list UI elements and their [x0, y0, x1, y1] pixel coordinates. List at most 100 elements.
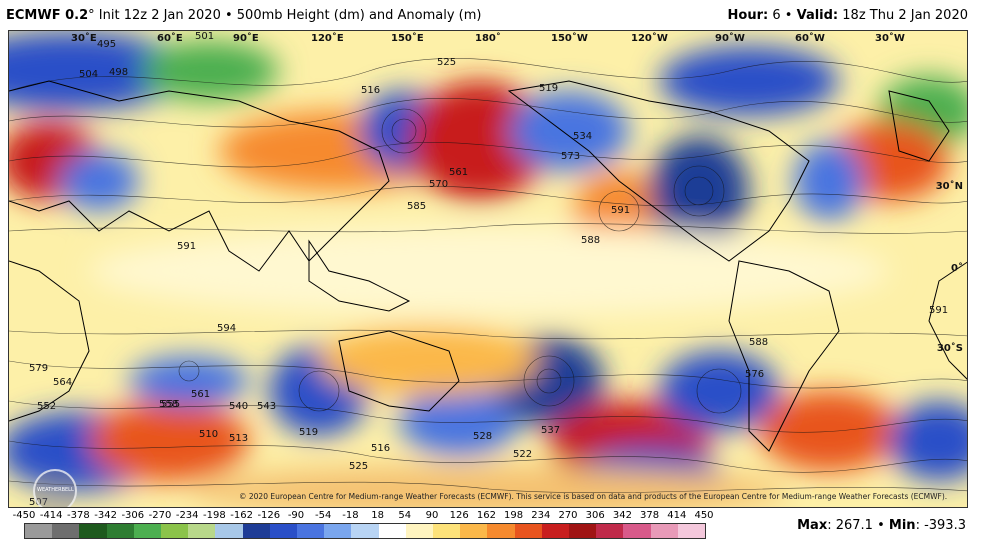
- scale-swatch: [242, 524, 270, 538]
- scale-swatch: [269, 524, 298, 538]
- max-label: Max: [797, 518, 828, 533]
- contour-label: 498: [109, 67, 129, 78]
- contour-label: 561: [449, 167, 469, 178]
- scale-tick-label: -198: [203, 510, 226, 521]
- scale-swatch: [650, 524, 678, 538]
- scale-swatch: [541, 524, 570, 538]
- contour-label: 543: [257, 401, 277, 412]
- contour-label: 591: [929, 305, 949, 316]
- scale-swatch: [215, 524, 243, 538]
- scale-ticks: -450 -414 -378 -342 -306 -270 -234 -198 -162 -126…: [13, 510, 714, 522]
- lon-label-30e: 30˚E: [71, 33, 97, 44]
- chart-title: ECMWF 0.2° Init 12z 2 Jan 2020 • 500mb H…: [6, 8, 482, 23]
- scale-swatch: [106, 524, 134, 538]
- logo-text: WEATHERBELL: [37, 487, 74, 493]
- hour-value: 6: [772, 8, 781, 23]
- contour-label: 576: [745, 369, 765, 380]
- contour-label: 495: [97, 39, 117, 50]
- lon-label-90w: 90˚W: [715, 33, 745, 44]
- scale-tick-label: 198: [504, 510, 524, 521]
- scale-tick-label: 450: [694, 510, 714, 521]
- scale-swatch: [297, 524, 325, 538]
- contour-label: 534: [573, 131, 593, 142]
- contour-label: 537: [541, 425, 561, 436]
- contour-label: 519: [299, 427, 319, 438]
- scale-tick-label: 270: [558, 510, 578, 521]
- scale-tick-label: 342: [612, 510, 632, 521]
- contour-label: 591: [177, 241, 197, 252]
- lat-label-30n: 30˚N: [935, 181, 963, 192]
- degree-symbol: °: [88, 8, 95, 23]
- stats-separator: •: [877, 518, 885, 533]
- scale-tick-label: -162: [230, 510, 253, 521]
- contour-label: 501: [195, 31, 215, 42]
- lon-label-150w: 150˚W: [551, 33, 588, 44]
- header: ECMWF 0.2° Init 12z 2 Jan 2020 • 500mb H…: [0, 0, 984, 30]
- scale-swatch: [351, 524, 379, 538]
- lon-label-120w: 120˚W: [631, 33, 668, 44]
- scale-tick-label: 306: [585, 510, 605, 521]
- contour-label: 552: [37, 401, 57, 412]
- scale-swatch: [405, 524, 434, 538]
- contour-label: 510: [199, 429, 219, 440]
- scale-swatch: [161, 524, 189, 538]
- scale-tick-label: -450: [12, 510, 36, 521]
- weatherbell-logo: WEATHERBELL: [33, 469, 77, 507]
- scale-swatch: [677, 524, 706, 538]
- contour-label: 519: [539, 83, 559, 94]
- scale-tick-label: -342: [94, 510, 117, 521]
- scale-tick-label: -306: [121, 510, 145, 521]
- scale-tick-label: 18: [371, 510, 384, 521]
- scale-tick-label: -234: [175, 510, 199, 521]
- lon-label-180: 180˚: [475, 33, 501, 44]
- separator: •: [784, 8, 793, 23]
- valid-time: Hour: 6 • Valid: 18z Thu 2 Jan 2020: [728, 8, 968, 23]
- map-panel: 30˚E 60˚E 90˚E 120˚E 150˚E 180˚ 150˚W 12…: [8, 30, 968, 508]
- min-label: Min: [888, 518, 916, 533]
- lon-label-60e: 60˚E: [157, 33, 183, 44]
- contour-label: 579: [29, 363, 49, 374]
- max-min-stats: Max: 267.1 • Min: -393.3: [797, 518, 966, 533]
- min-value: -393.3: [924, 518, 966, 533]
- scale-tick-label: 54: [398, 510, 412, 521]
- lon-label-30w: 30˚W: [875, 33, 905, 44]
- scale-swatch: [596, 524, 624, 538]
- copyright-notice: © 2020 European Centre for Medium-range …: [239, 492, 948, 501]
- contour-label: 540: [229, 401, 249, 412]
- scale-swatch: [79, 524, 107, 538]
- valid-value: 18z Thu 2 Jan 2020: [842, 8, 968, 23]
- scale-tick-label: -414: [39, 510, 63, 521]
- lat-label-equator: 0˚: [951, 263, 963, 274]
- scale-swatch: [433, 524, 461, 538]
- scale-swatch: [623, 524, 651, 538]
- scale-swatch: [569, 524, 597, 538]
- lon-label-150e: 150˚E: [391, 33, 424, 44]
- scale-tick-label: -270: [148, 510, 172, 521]
- scale-swatch: [487, 524, 515, 538]
- scale-tick-label: 414: [667, 510, 687, 521]
- scale-tick-label: -378: [67, 510, 90, 521]
- max-value: 267.1: [835, 518, 873, 533]
- lon-label-60w: 60˚W: [795, 33, 825, 44]
- contour-label: 513: [229, 433, 249, 444]
- scale-tick-label: -54: [315, 510, 332, 521]
- lon-label-120e: 120˚E: [311, 33, 344, 44]
- init-text: Init 12z 2 Jan 2020 • 500mb Height (dm) …: [98, 8, 482, 23]
- scale-tick-label: -126: [257, 510, 281, 521]
- scale-swatch: [378, 524, 406, 538]
- contour-label: 594: [217, 323, 237, 334]
- contour-label: 522: [513, 449, 533, 460]
- hour-label: Hour:: [727, 8, 769, 23]
- contour-label: 558: [159, 399, 179, 410]
- scale-swatch: [324, 524, 352, 538]
- contour-label: 573: [561, 151, 581, 162]
- contour-label: 516: [371, 443, 391, 454]
- contour-label: 585: [407, 201, 427, 212]
- contour-label: 564: [53, 377, 73, 388]
- scale-tick-label: 126: [449, 510, 469, 521]
- lon-label-90e: 90˚E: [233, 33, 259, 44]
- contour-label: 561: [191, 389, 211, 400]
- scale-tick-label: 162: [476, 510, 496, 521]
- model-name: ECMWF 0.2: [6, 8, 89, 23]
- contour-label: 525: [349, 461, 369, 472]
